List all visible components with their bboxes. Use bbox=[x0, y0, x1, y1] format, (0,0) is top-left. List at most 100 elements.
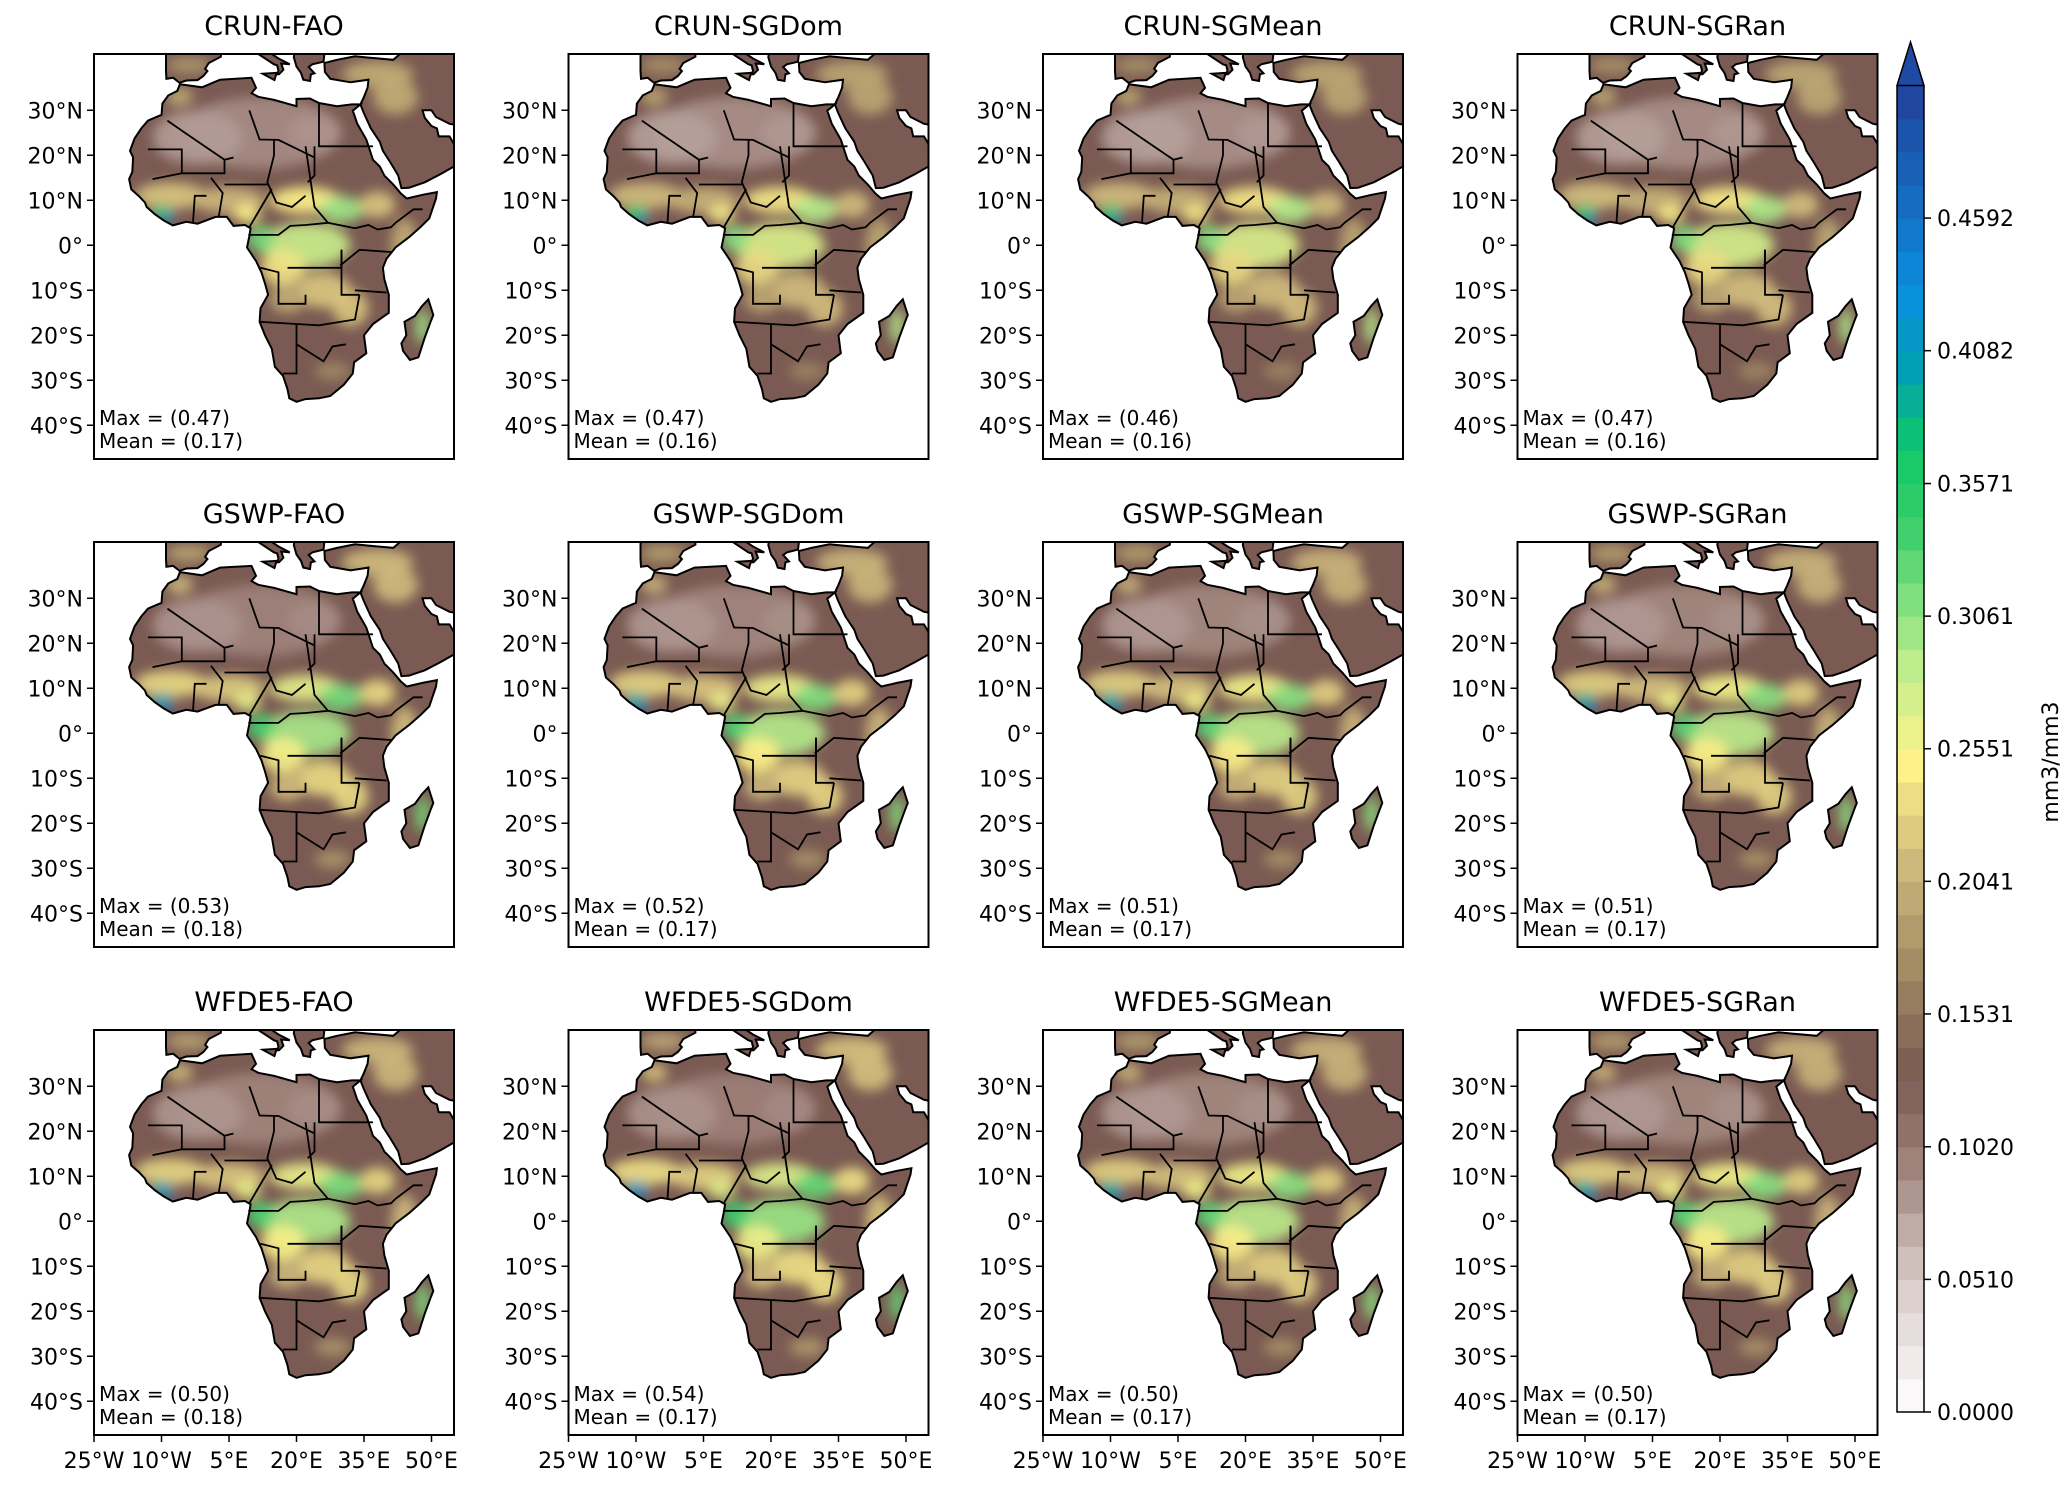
country-border bbox=[1115, 119, 1183, 161]
y-tick-label: 30°S bbox=[505, 1345, 558, 1370]
coastline bbox=[767, 54, 800, 83]
axes-frame bbox=[93, 53, 455, 460]
coastline bbox=[292, 1030, 326, 1059]
moisture-patch bbox=[1308, 191, 1345, 219]
map-area bbox=[128, 1030, 454, 1379]
y-tick-label: 30°S bbox=[979, 1345, 1032, 1370]
mean-annotation: Mean = (0.17) bbox=[1523, 917, 1667, 941]
y-tick-label: 20°N bbox=[977, 632, 1032, 657]
moisture-patch bbox=[1684, 1225, 1729, 1262]
country-border bbox=[1197, 709, 1278, 724]
colorbar-segment bbox=[1897, 1113, 1924, 1148]
soil-moisture-field bbox=[1552, 542, 1878, 890]
country-border bbox=[829, 1265, 862, 1270]
country-border bbox=[829, 289, 862, 294]
map-panel-wfde5-sgmean: WFDE5-SGMean Max = (0.50)Mean = (0.17) 30°… bbox=[977, 987, 1407, 1474]
moisture-patch bbox=[1268, 195, 1313, 223]
moisture-patch bbox=[847, 566, 893, 603]
country-border bbox=[1141, 682, 1156, 711]
moisture-patch bbox=[1684, 249, 1729, 286]
moisture-patch bbox=[640, 87, 668, 106]
coastline bbox=[1208, 559, 1228, 570]
colorbar-tick-label: 0.2041 bbox=[1937, 870, 2014, 895]
moisture-patch bbox=[1814, 218, 1842, 273]
moisture-patch bbox=[1209, 1225, 1255, 1262]
moisture-patch bbox=[762, 114, 816, 151]
panel-title: WFDE5-FAO bbox=[194, 987, 353, 1018]
country-border bbox=[1683, 266, 1730, 305]
moisture-patch bbox=[1765, 548, 1837, 576]
country-border bbox=[656, 159, 700, 175]
moisture-patch bbox=[1589, 1032, 1635, 1051]
country-border bbox=[248, 709, 329, 724]
colorbar-segment bbox=[1897, 947, 1924, 982]
country-border bbox=[684, 1153, 699, 1194]
country-border bbox=[248, 188, 273, 228]
moisture-patch bbox=[1742, 1171, 1788, 1199]
y-tick-label: 30°S bbox=[979, 857, 1032, 882]
moisture-patch bbox=[834, 1167, 870, 1195]
country-border bbox=[1197, 110, 1265, 183]
y-tick-label: 20°N bbox=[502, 144, 557, 169]
country-border bbox=[1706, 1300, 1721, 1351]
map-panel-crun-fao: CRUN-FAO Max = (0.47)Mean = (0.17) 30°N 20°… bbox=[28, 11, 455, 460]
x-tick-label: 50°E bbox=[1829, 1449, 1882, 1474]
y-tick-label: 40°S bbox=[1454, 414, 1507, 439]
colorbar-segment bbox=[1897, 516, 1924, 551]
moisture-patch bbox=[1218, 773, 1255, 801]
country-border bbox=[1672, 676, 1697, 716]
colorbar-segment bbox=[1897, 284, 1924, 319]
soil-moisture-field bbox=[1552, 54, 1878, 402]
colorbar-segment bbox=[1897, 1146, 1924, 1181]
y-tick-label: 40°S bbox=[505, 902, 558, 927]
moisture-patch bbox=[609, 182, 681, 210]
y-tick-label: 20°S bbox=[30, 324, 83, 349]
x-tick-label: 10°W bbox=[1080, 1449, 1141, 1474]
map-area bbox=[1077, 1030, 1403, 1379]
moisture-patch bbox=[269, 773, 306, 801]
colorbar-segment bbox=[1897, 649, 1924, 684]
map-area bbox=[1077, 54, 1403, 403]
y-tick-label: 10°N bbox=[1451, 1165, 1506, 1190]
y-tick-label: 20°S bbox=[1454, 324, 1507, 349]
moisture-patch bbox=[1322, 566, 1367, 603]
y-tick-label: 30°S bbox=[30, 1345, 83, 1370]
country-border bbox=[266, 139, 307, 208]
moisture-patch bbox=[1083, 1158, 1156, 1186]
coastline bbox=[797, 54, 929, 190]
country-border bbox=[1706, 812, 1721, 863]
soil-moisture-field bbox=[1078, 1030, 1403, 1378]
moisture-patch bbox=[1670, 713, 1698, 740]
country-border bbox=[1253, 146, 1372, 231]
moisture-patch bbox=[134, 1158, 207, 1186]
moisture-patch bbox=[166, 544, 211, 563]
soil-moisture-field bbox=[129, 542, 454, 890]
colorbar-tick-label: 0.4592 bbox=[1937, 207, 2014, 232]
colorbar-segment bbox=[1897, 350, 1924, 385]
colorbar-segment bbox=[1897, 251, 1924, 286]
moisture-patch bbox=[744, 285, 780, 313]
coastline bbox=[1682, 1047, 1702, 1058]
y-tick-label: 30°S bbox=[1454, 1345, 1507, 1370]
country-border bbox=[1671, 110, 1739, 183]
moisture-patch bbox=[1558, 1158, 1630, 1186]
mean-annotation: Mean = (0.17) bbox=[1048, 1405, 1192, 1429]
country-border bbox=[1615, 682, 1630, 711]
country-border bbox=[1590, 1095, 1658, 1137]
y-tick-label: 10°N bbox=[1451, 677, 1506, 702]
country-border bbox=[148, 148, 183, 180]
country-border bbox=[1683, 1242, 1730, 1281]
moisture-patch bbox=[319, 195, 364, 223]
colorbar-segment bbox=[1897, 184, 1924, 219]
coastline bbox=[256, 1030, 291, 1052]
coastline bbox=[128, 1052, 439, 1379]
colorbar-segment bbox=[1897, 748, 1924, 783]
y-tick-label: 30°S bbox=[505, 369, 558, 394]
country-border bbox=[829, 777, 862, 782]
country-border bbox=[1590, 607, 1658, 649]
moisture-patch bbox=[319, 683, 364, 711]
country-border bbox=[318, 591, 373, 636]
country-border bbox=[734, 754, 781, 793]
moisture-patch bbox=[1711, 114, 1765, 151]
moisture-patch bbox=[247, 713, 274, 740]
